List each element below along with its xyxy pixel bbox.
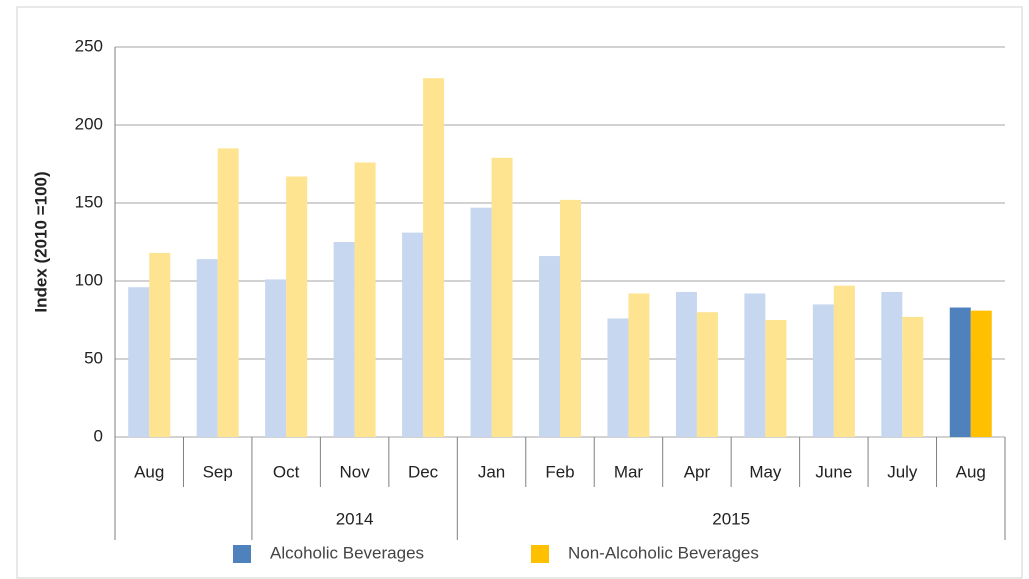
y-tick-label: 0	[94, 426, 103, 445]
bar	[149, 252, 171, 437]
y-tick-label: 200	[75, 114, 103, 133]
x-tick-label: Mar	[614, 462, 644, 481]
bar	[539, 256, 560, 437]
x-tick-label: Nov	[339, 462, 370, 481]
legend-label: Alcoholic Beverages	[270, 543, 424, 562]
y-axis-label: Index (2010 =100)	[31, 171, 50, 312]
group-label: 2015	[712, 509, 750, 528]
bar	[675, 291, 697, 437]
bar	[949, 307, 971, 437]
x-tick-label: May	[749, 462, 782, 481]
x-tick-label: July	[887, 462, 918, 481]
bar	[333, 242, 355, 437]
x-tick-label: Aug	[956, 462, 986, 481]
bar	[491, 157, 513, 437]
legend-swatch	[233, 545, 251, 563]
legend-label: Non-Alcoholic Beverages	[568, 543, 759, 562]
bar	[744, 293, 766, 437]
x-tick-label: June	[815, 462, 852, 481]
bar	[286, 176, 308, 438]
bar	[765, 320, 787, 437]
x-tick-label: Aug	[134, 462, 164, 481]
bar	[902, 316, 924, 437]
x-tick-label: Oct	[273, 462, 300, 481]
bar	[696, 312, 718, 437]
bar	[196, 259, 218, 437]
bar	[354, 162, 376, 437]
x-tick-label: Dec	[408, 462, 439, 481]
y-tick-label: 100	[75, 270, 103, 289]
bar	[128, 287, 150, 437]
x-tick-label: Apr	[684, 462, 711, 481]
bar	[423, 78, 445, 437]
bar	[833, 285, 855, 437]
bar	[560, 199, 581, 437]
bar	[607, 318, 629, 437]
x-tick-label: Jan	[478, 462, 505, 481]
x-tick-label: Sep	[203, 462, 233, 481]
x-tick-label: Feb	[545, 462, 574, 481]
y-tick-label: 250	[75, 36, 103, 55]
bar	[628, 293, 650, 437]
bar	[265, 279, 287, 437]
bar	[970, 310, 992, 437]
bar	[217, 148, 239, 437]
group-label: 2014	[336, 509, 374, 528]
legend-swatch	[531, 545, 549, 563]
bar	[402, 232, 424, 437]
bar	[470, 207, 492, 437]
y-tick-label: 50	[84, 348, 103, 367]
bar	[881, 291, 903, 437]
y-tick-label: 150	[75, 192, 103, 211]
bar	[812, 304, 834, 437]
